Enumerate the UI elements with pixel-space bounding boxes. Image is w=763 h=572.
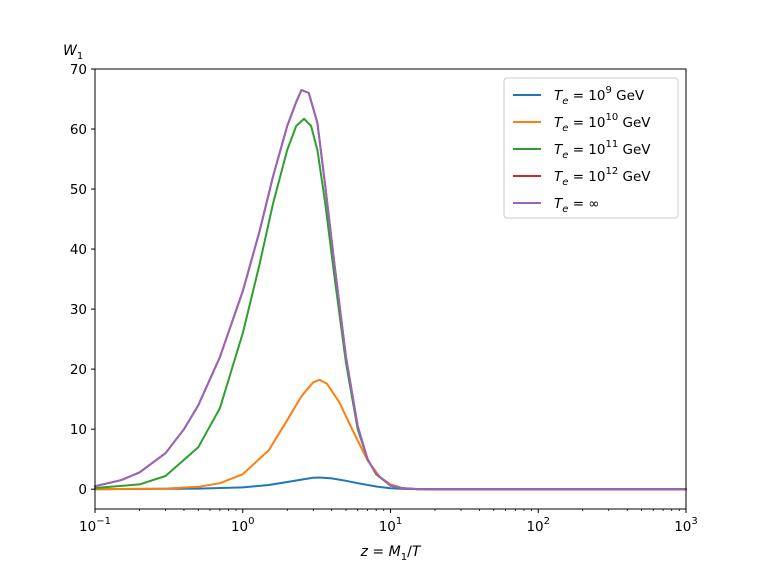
- y-tick-label: 0: [78, 482, 87, 498]
- y-tick-label: 30: [70, 302, 87, 318]
- x-tick-label: 10−1: [79, 516, 111, 535]
- y-axis-label: W1: [63, 43, 83, 62]
- y-tick-label: 20: [70, 362, 87, 378]
- x-tick-label: 100: [231, 516, 255, 535]
- x-axis-ticks: 10−1 100 101 102 103: [79, 509, 698, 535]
- x-tick-label: 101: [379, 516, 403, 535]
- legend-label: Te = 1011 GeV: [554, 139, 651, 161]
- legend-box: [503, 77, 679, 219]
- y-tick-label: 50: [70, 182, 87, 198]
- x-axis-minor-ticks: [139, 509, 680, 511]
- plot-lines: [94, 89, 687, 491]
- x-axis-label: z = M1/T: [360, 544, 422, 563]
- y-tick-label: 60: [70, 122, 87, 138]
- x-tick-label: 102: [526, 516, 550, 535]
- legend-label: Te = 109 GeV: [554, 85, 645, 107]
- y-tick-label: 40: [70, 242, 87, 258]
- y-tick-label: 70: [70, 62, 87, 78]
- legend-label: Te = 1010 GeV: [554, 112, 651, 134]
- legend-entries: Te = 109 GeV Te = 1010 GeV Te = 1011 GeV Te…: [513, 85, 651, 215]
- x-tick-label: 103: [674, 516, 698, 535]
- series-line-5: [94, 89, 687, 491]
- legend-label: Te = ∞: [554, 196, 600, 215]
- y-axis-ticks: 0 10 20 30 40 50 60 70: [70, 62, 95, 498]
- y-tick-label: 10: [70, 422, 87, 438]
- legend: Te = 109 GeV Te = 1010 GeV Te = 1011 GeV Te…: [503, 77, 679, 219]
- legend-label: Te = 1012 GeV: [554, 166, 651, 188]
